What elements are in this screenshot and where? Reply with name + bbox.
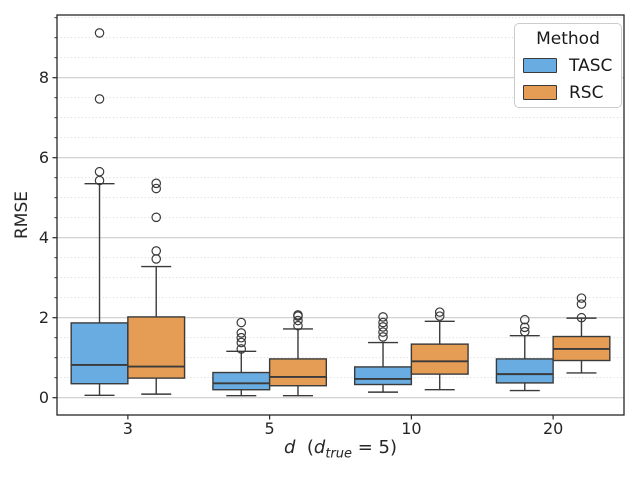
x-tick-label: 10 <box>401 419 421 438</box>
outlier-rsc-20 <box>576 312 587 323</box>
box-tasc-10 <box>353 366 413 386</box>
legend-swatch-rsc <box>523 85 557 100</box>
outlier-rsc-10 <box>434 311 445 321</box>
outlier-rsc-3 <box>151 183 162 194</box>
box-rsc-5 <box>268 358 328 387</box>
outlier-rsc-3 <box>151 246 162 256</box>
x-tick-label: 3 <box>123 419 133 438</box>
y-tick-label: 0 <box>39 388 49 407</box>
outlier-tasc-10 <box>378 327 388 337</box>
box-tasc-20 <box>495 358 554 384</box>
legend-rows: TASC RSC <box>515 52 621 106</box>
box-rsc-10 <box>410 343 469 375</box>
outlier-tasc-20 <box>519 322 530 333</box>
x-tick-label: 20 <box>543 419 563 438</box>
box-rsc-3 <box>127 316 186 379</box>
x-tick-label: 5 <box>265 419 275 438</box>
outlier-tasc-10 <box>378 317 388 328</box>
outlier-rsc-5 <box>293 320 303 331</box>
outlier-tasc-20 <box>519 314 530 325</box>
legend-title: Method <box>536 29 600 49</box>
y-tick-label: 8 <box>39 68 49 87</box>
outlier-tasc-5 <box>236 317 247 328</box>
x-axis-label: d (dtrue = 5) <box>57 437 624 462</box>
legend-label-tasc: TASC <box>569 55 613 76</box>
outlier-rsc-20 <box>576 299 587 309</box>
outlier-tasc-3 <box>94 166 105 177</box>
outlier-tasc-5 <box>236 344 247 354</box>
y-tick-label: 2 <box>39 308 49 327</box>
legend-item-rsc: RSC <box>515 79 621 106</box>
x-axis-label-close: = 5) <box>352 437 398 458</box>
outlier-tasc-5 <box>236 328 247 338</box>
outlier-tasc-3 <box>94 28 105 38</box>
outlier-tasc-10 <box>378 332 388 342</box>
outlier-tasc-10 <box>378 322 388 332</box>
outlier-rsc-3 <box>151 212 162 223</box>
outlier-tasc-5 <box>236 332 247 343</box>
x-axis-label-open: ( <box>295 437 314 458</box>
legend-label-rsc: RSC <box>569 82 604 103</box>
y-tick-label: 6 <box>39 148 49 167</box>
y-tick-label: 4 <box>39 228 49 247</box>
outlier-tasc-20 <box>519 326 530 337</box>
box-tasc-3 <box>70 322 129 385</box>
x-axis-label-var: d <box>283 437 296 458</box>
outlier-rsc-3 <box>151 178 162 189</box>
legend-swatch-tasc <box>523 58 557 73</box>
x-axis-label-subscript: true <box>325 446 353 462</box>
outlier-tasc-3 <box>94 94 105 104</box>
y-axis-label: RMSE <box>12 190 32 240</box>
box-tasc-5 <box>212 371 271 391</box>
outlier-rsc-5 <box>293 315 303 326</box>
plot-border <box>56 14 625 416</box>
outlier-rsc-3 <box>151 254 162 264</box>
legend-item-tasc: TASC <box>515 52 621 79</box>
outlier-rsc-10 <box>434 307 445 317</box>
outlier-tasc-10 <box>378 312 388 322</box>
outlier-rsc-5 <box>293 310 303 320</box>
x-axis-label-var2: d <box>313 437 326 458</box>
outlier-rsc-20 <box>576 293 587 303</box>
outlier-tasc-5 <box>236 337 247 348</box>
legend: Method TASC RSC <box>514 23 622 108</box>
